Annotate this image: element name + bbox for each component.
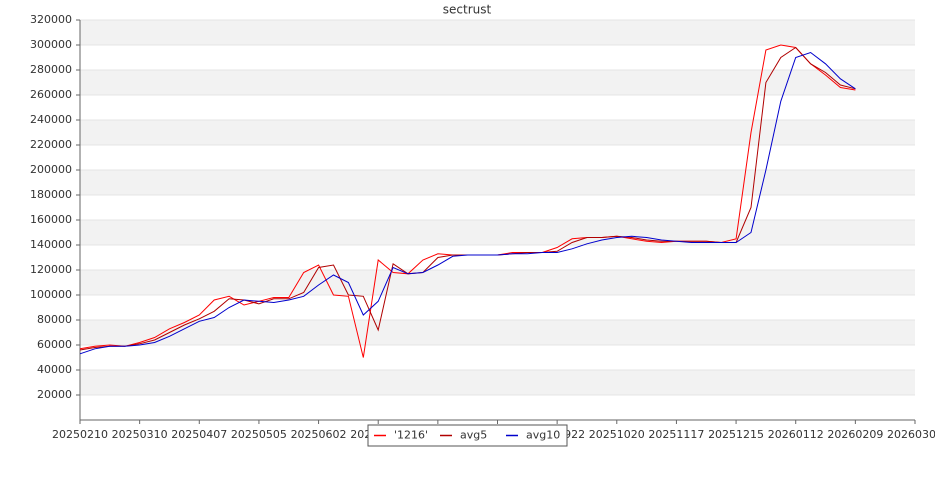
y-tick-label: 320000 — [30, 13, 72, 26]
y-tick-label: 120000 — [30, 263, 72, 276]
legend-box — [367, 424, 568, 447]
legend-label: '1216' — [394, 429, 428, 442]
y-tick-label: 40000 — [37, 363, 72, 376]
grid-band — [80, 170, 915, 195]
x-tick-label: 20250310 — [112, 428, 168, 441]
x-tick-label: 20260112 — [768, 428, 824, 441]
legend-label: avg10 — [526, 429, 560, 442]
y-tick-label: 300000 — [30, 38, 72, 51]
chart-title: sectrust — [443, 3, 492, 17]
x-tick-label: 20250505 — [231, 428, 287, 441]
y-tick-label: 260000 — [30, 88, 72, 101]
legend-label: avg5 — [460, 429, 487, 442]
y-tick-label: 100000 — [30, 288, 72, 301]
y-tick-label: 280000 — [30, 63, 72, 76]
grid-band — [80, 120, 915, 145]
y-tick-label: 180000 — [30, 188, 72, 201]
legend: '1216' avg5 avg10 — [367, 424, 568, 447]
x-tick-label: 20251215 — [708, 428, 764, 441]
grid-band — [80, 270, 915, 295]
y-tick-label: 60000 — [37, 338, 72, 351]
y-tick-label: 80000 — [37, 313, 72, 326]
x-tick-label: 20251117 — [648, 428, 704, 441]
x-tick-label: 20251020 — [589, 428, 645, 441]
grid-band — [80, 370, 915, 395]
y-tick-label: 200000 — [30, 163, 72, 176]
x-tick-label: 20250602 — [291, 428, 347, 441]
y-tick-label: 140000 — [30, 238, 72, 251]
y-tick-label: 240000 — [30, 113, 72, 126]
y-tick-label: 220000 — [30, 138, 72, 151]
grid-band — [80, 220, 915, 245]
grid-band — [80, 70, 915, 95]
grid-band — [80, 20, 915, 45]
series-line — [79, 51, 856, 355]
grid-band — [80, 320, 915, 345]
x-tick-label: 20260309 — [887, 428, 935, 441]
x-tick-label: 20260209 — [827, 428, 883, 441]
x-tick-label: 20250210 — [52, 428, 108, 441]
y-tick-label: 20000 — [37, 388, 72, 401]
y-tick-label: 160000 — [30, 213, 72, 226]
x-tick-label: 20250407 — [171, 428, 227, 441]
